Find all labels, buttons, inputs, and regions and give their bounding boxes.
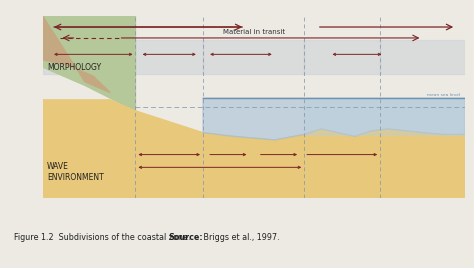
Text: Figure 1.2  Subdivisions of the coastal zone.: Figure 1.2 Subdivisions of the coastal z… (14, 233, 193, 242)
Polygon shape (136, 144, 203, 176)
Polygon shape (380, 40, 465, 75)
Text: Material in transit: Material in transit (222, 29, 285, 35)
Text: Briggs et al., 1997.: Briggs et al., 1997. (201, 233, 280, 242)
Polygon shape (43, 16, 136, 111)
Text: WAVE
ENVIRONMENT: WAVE ENVIRONMENT (47, 162, 104, 182)
Polygon shape (43, 40, 136, 75)
Polygon shape (304, 40, 380, 75)
Text: MORPHOLOGY: MORPHOLOGY (47, 64, 101, 72)
Polygon shape (203, 40, 304, 75)
Text: mean sea level: mean sea level (427, 93, 460, 97)
Polygon shape (203, 98, 465, 140)
Polygon shape (43, 16, 110, 93)
Polygon shape (304, 144, 380, 176)
Polygon shape (203, 144, 304, 176)
Polygon shape (304, 98, 465, 135)
Polygon shape (136, 40, 203, 75)
Polygon shape (43, 100, 465, 198)
Text: Source:: Source: (168, 233, 203, 242)
